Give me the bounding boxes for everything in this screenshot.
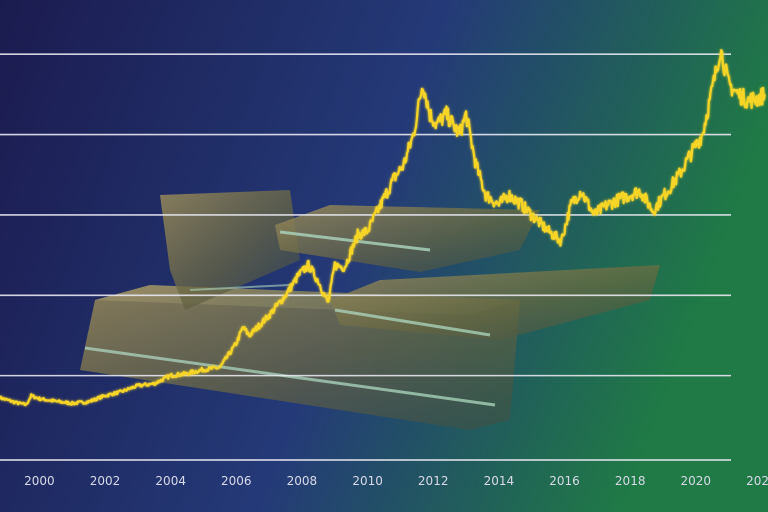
- x-tick-label: 2018: [615, 474, 646, 488]
- x-tick-label: 2008: [287, 474, 318, 488]
- x-axis-tick-labels: 2000 2002 2004 2006 2008 2010 2012 2014 2016 2018…: [24, 474, 768, 488]
- x-tick-label: 2010: [352, 474, 383, 488]
- gold-bar-middle: [275, 205, 540, 272]
- price-series: [0, 49, 766, 407]
- x-tick-label: 2016: [549, 474, 580, 488]
- gold-bars-photo: [80, 190, 660, 430]
- x-tick-label: 2020: [681, 474, 712, 488]
- x-tick-label: 2012: [418, 474, 449, 488]
- x-tick-label: 2006: [221, 474, 252, 488]
- gold-bar-back-highlight: [189, 284, 291, 291]
- horizontal-gridlines: [0, 53, 731, 461]
- gold-bar-right-highlight: [334, 308, 491, 337]
- series-line-0: [0, 49, 766, 407]
- x-tick-label: 2002: [90, 474, 121, 488]
- gold-bar-back: [160, 190, 300, 310]
- x-tick-label: 2022: [746, 474, 768, 488]
- x-tick-label: 2014: [484, 474, 515, 488]
- x-tick-label: 2000: [24, 474, 55, 488]
- gold-bar-bottom-highlight: [84, 346, 496, 407]
- x-tick-label: 2004: [155, 474, 186, 488]
